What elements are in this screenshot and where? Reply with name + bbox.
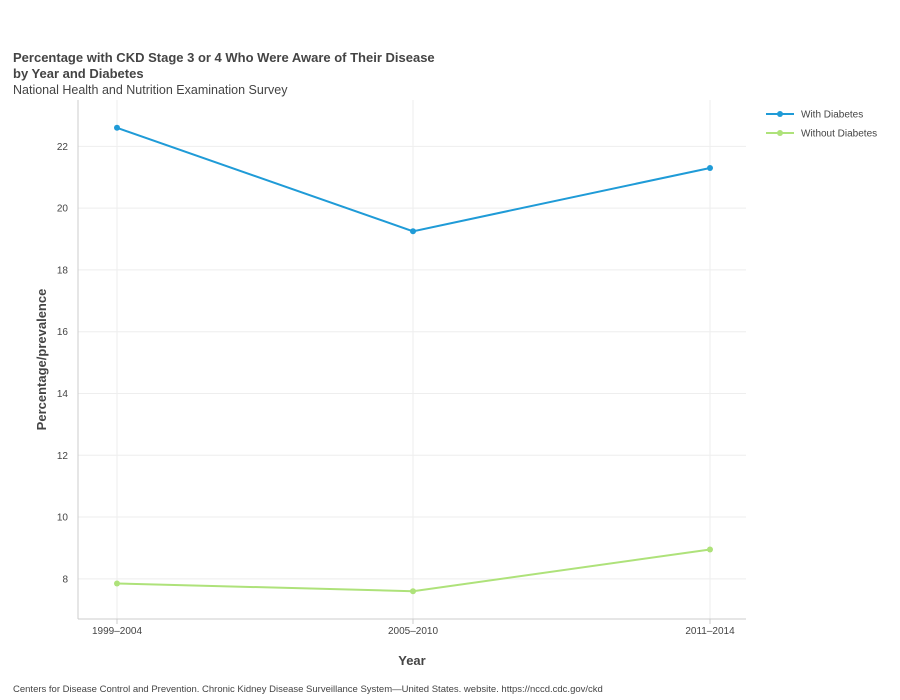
y-tick-label: 18 <box>57 265 69 276</box>
y-tick-label: 10 <box>57 513 69 524</box>
series-group <box>114 124 713 595</box>
legend-item[interactable]: With Diabetes <box>766 110 863 121</box>
data-point[interactable] <box>707 164 713 171</box>
legend-item[interactable]: Without Diabetes <box>766 129 877 140</box>
y-tick-label: 8 <box>62 574 68 585</box>
y-axis-title: Percentage/prevalence <box>34 289 49 431</box>
axes: 8 10 12 14 16 18 20 22 1999–2004 2005–2010 2011–20… <box>57 100 746 637</box>
data-point[interactable] <box>114 124 120 131</box>
chart-title: Percentage with CKD Stage 3 or 4 Who Wer… <box>13 50 435 81</box>
legend-label: Without Diabetes <box>801 129 877 140</box>
x-tick-label: 1999–2004 <box>92 626 142 637</box>
legend-swatch-marker <box>777 130 783 136</box>
data-point[interactable] <box>410 588 416 595</box>
source-note: Centers for Disease Control and Preventi… <box>13 684 603 695</box>
chart-title-block: Percentage with CKD Stage 3 or 4 Who Wer… <box>13 50 613 98</box>
legend[interactable]: With Diabetes Without Diabetes <box>766 110 877 140</box>
y-tick-label: 16 <box>57 327 69 338</box>
series-with-diabetes[interactable] <box>114 124 713 235</box>
legend-label: With Diabetes <box>801 110 863 121</box>
legend-swatch-marker <box>777 111 783 117</box>
y-tick-label: 12 <box>57 451 69 462</box>
y-tick-label: 22 <box>57 142 69 153</box>
y-tick-label: 14 <box>57 389 69 400</box>
x-axis-title: Year <box>398 653 425 668</box>
gridlines <box>78 100 746 619</box>
data-point[interactable] <box>410 228 416 235</box>
chart-subtitle: National Health and Nutrition Examinatio… <box>13 83 288 97</box>
data-point[interactable] <box>114 580 120 587</box>
series-without-diabetes[interactable] <box>114 546 713 595</box>
x-tick-label: 2011–2014 <box>685 626 735 637</box>
x-tick-label: 2005–2010 <box>388 626 438 637</box>
data-point[interactable] <box>707 546 713 553</box>
y-tick-label: 20 <box>57 204 69 215</box>
